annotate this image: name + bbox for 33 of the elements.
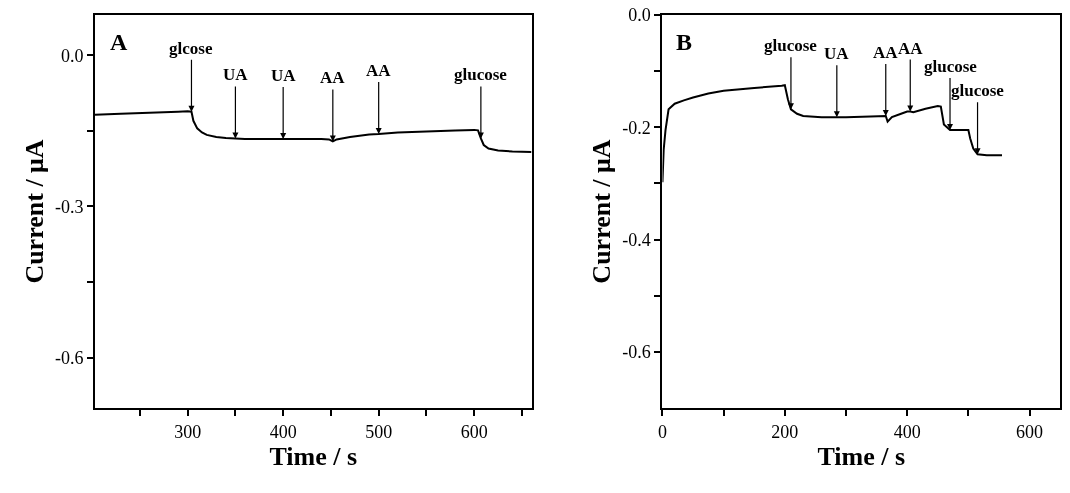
annotation: AA [366, 61, 392, 80]
y-tick-label: -0.6 [622, 342, 651, 363]
annotation: AA [873, 43, 899, 62]
x-tick-label: 500 [365, 421, 393, 442]
annotation: glcose [169, 39, 213, 58]
annotation: A [110, 29, 128, 55]
annotation: AA [898, 39, 924, 58]
annotation: glucose [764, 36, 818, 55]
y-tick-label: -0.4 [622, 229, 651, 250]
x-tick-label: 600 [460, 421, 488, 442]
x-tick-label: 400 [269, 421, 297, 442]
x-axis-title: Time / s [817, 441, 906, 471]
y-tick-label: -0.3 [54, 196, 84, 217]
annotation: AA [320, 68, 346, 87]
x-axis-title: Time / s [269, 441, 358, 471]
y-axis-title: Current / μA [587, 139, 617, 284]
x-tick-label: 200 [771, 421, 799, 442]
annotation: glucose [454, 65, 508, 84]
x-tick-label: 300 [174, 421, 202, 442]
y-tick-label: 0.0 [60, 45, 84, 66]
y-tick-label: -0.2 [622, 117, 651, 138]
annotation: glucose [924, 57, 978, 76]
x-tick-label: 0 [657, 421, 667, 442]
annotation: glucose [951, 81, 1005, 100]
annotation: UA [223, 65, 249, 84]
x-tick-label: 600 [1016, 421, 1044, 442]
annotation: UA [271, 66, 297, 85]
y-tick-label: 0.0 [628, 5, 651, 26]
annotation: UA [824, 44, 850, 63]
y-tick-label: -0.6 [54, 347, 84, 368]
x-tick-label: 400 [893, 421, 921, 442]
y-axis-title: Current / μA [19, 139, 49, 284]
annotation: B [676, 29, 693, 55]
